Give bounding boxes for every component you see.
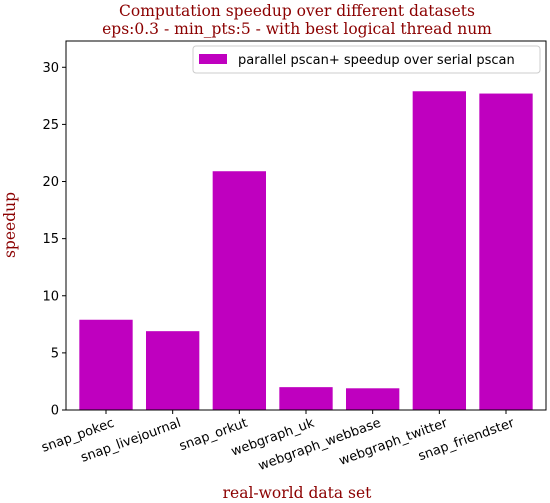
- legend-swatch: [199, 54, 227, 64]
- x-axis-label: real-world data set: [223, 484, 373, 502]
- legend: parallel pscan+ speedup over serial psca…: [192, 45, 541, 74]
- y-tick-label: 10: [42, 289, 59, 304]
- y-tick-label: 20: [42, 175, 59, 190]
- bar-webgraph_twitter: [412, 91, 466, 411]
- y-tick-label: 5: [51, 346, 59, 361]
- y-tick-label: 30: [42, 61, 59, 76]
- y-axis-label: speedup: [1, 192, 19, 258]
- bars-group: [79, 91, 533, 411]
- legend-label: parallel pscan+ speedup over serial psca…: [238, 53, 515, 68]
- bar-webgraph_uk: [279, 387, 333, 410]
- bar-snap_pokec: [79, 319, 133, 410]
- bar-snap_friendster: [479, 93, 533, 410]
- bar-snap_orkut: [212, 171, 266, 410]
- legend-frame: [192, 45, 541, 74]
- chart-title-line-1: Computation speedup over different datas…: [119, 2, 475, 20]
- bar-webgraph_webbase: [346, 388, 400, 410]
- y-tick-label: 15: [42, 232, 59, 247]
- y-ticks-group: 0 5 10 15 20 25 30: [42, 61, 66, 419]
- chart-title-line-2: eps:0.3 - min_pts:5 - with best logical …: [102, 20, 492, 38]
- y-tick-label: 0: [51, 404, 59, 419]
- x-ticks-group: snap_pokecsnap_livejournalsnap_orkutwebg…: [40, 410, 517, 474]
- y-tick-label: 25: [42, 118, 59, 133]
- plot-frame: [65, 40, 547, 411]
- bar-snap_livejournal: [146, 331, 200, 410]
